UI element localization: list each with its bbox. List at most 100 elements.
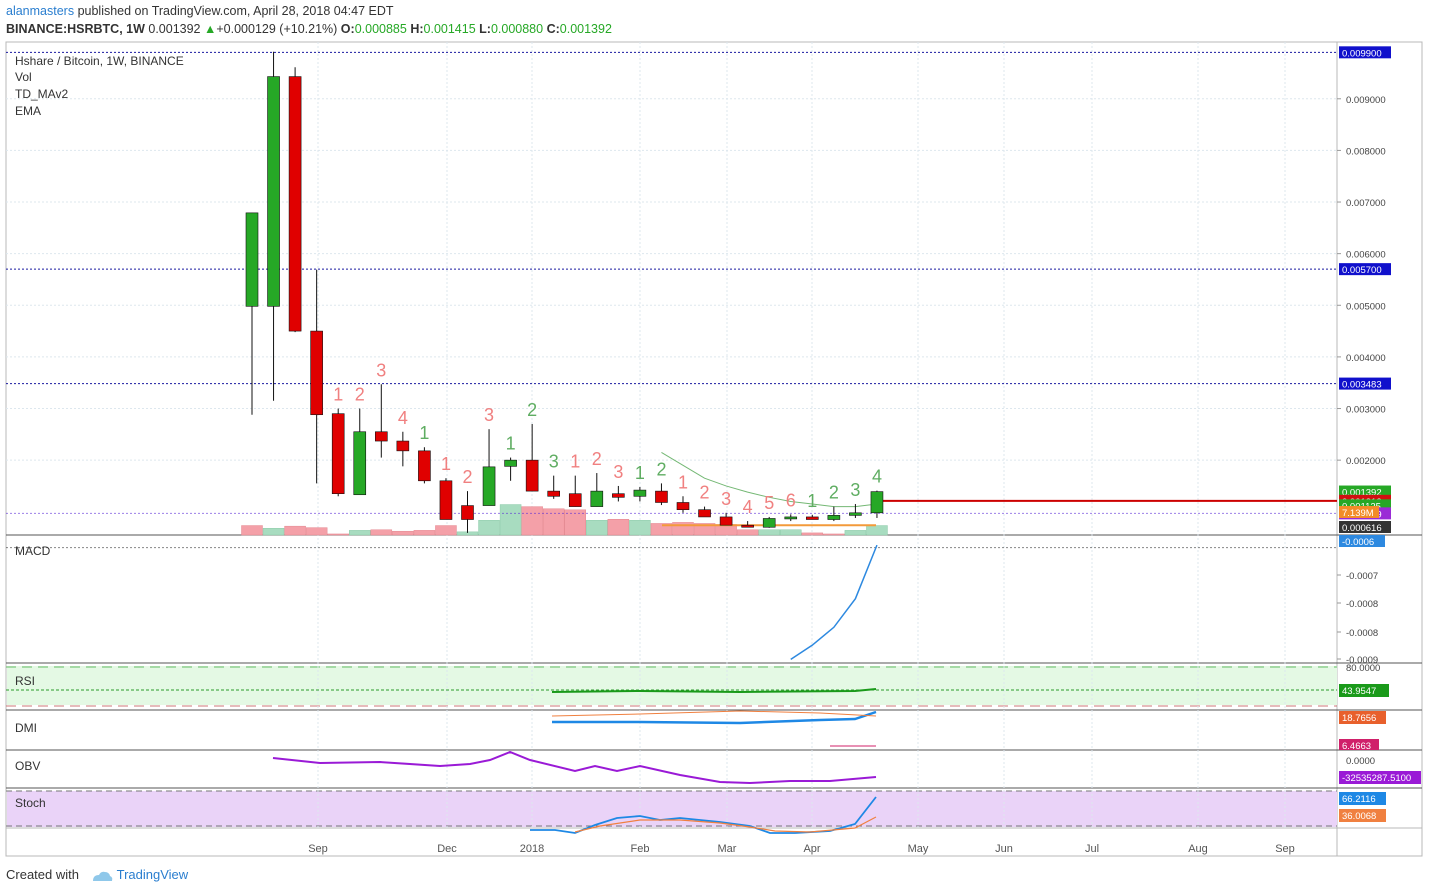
volume-bar (542, 508, 565, 536)
time-tick-label: Apr (803, 843, 820, 855)
volume-bar (586, 520, 608, 536)
td-count-label: 3 (549, 452, 559, 472)
candle (741, 521, 754, 528)
td-count-label: 1 (635, 463, 645, 483)
candle-body (762, 518, 776, 528)
candle-body (353, 431, 367, 496)
volume-bar (262, 528, 285, 536)
price-badge-label: 0.005700 (1342, 265, 1382, 276)
stoch-d-badge-bg (1339, 809, 1386, 822)
candle (245, 212, 259, 415)
candle-body (633, 489, 647, 497)
dmi-badge-bg (1339, 711, 1386, 724)
obv-title: OBV (15, 759, 40, 773)
volume-bar (284, 525, 306, 536)
volume-bar (305, 527, 328, 536)
candle-body (461, 505, 474, 520)
candle-body (870, 491, 884, 514)
macd-badge-label: -0.0006 (1342, 537, 1374, 548)
macd-line (790, 544, 878, 661)
volume-bar (564, 509, 586, 536)
candle-body (784, 516, 798, 520)
close-value: 0.001392 (559, 22, 612, 36)
candle-body (547, 490, 561, 497)
dmi-plus-line (551, 710, 877, 717)
time-tick-label: Dec (437, 843, 457, 855)
ohlc-header: BINANCE:HSRBTC, 1W 0.001392 ▲+0.000129 (… (6, 22, 612, 36)
high-label: H: (410, 22, 424, 36)
macd-title: MACD (15, 544, 51, 558)
dmi-adx-line (552, 710, 877, 725)
dmi-title: DMI (15, 721, 37, 735)
candle (396, 431, 410, 467)
price-tick-label: 0.003000 (1346, 405, 1386, 416)
publish-info: alanmasters published on TradingView.com… (6, 4, 394, 18)
td-count-label: 2 (700, 483, 710, 503)
indicator-legend-item: Vol (15, 70, 32, 84)
tradingview-link[interactable]: TradingView (116, 867, 189, 882)
candle-body (418, 450, 431, 482)
macd-tick-label: -0.0008 (1346, 599, 1378, 610)
candle (568, 475, 582, 507)
time-tick-label: May (908, 843, 929, 855)
td-count-label: 4 (398, 408, 408, 428)
td-count-label: 1 (441, 454, 451, 474)
macd-tick-label: -0.0009 (1346, 655, 1378, 666)
stoch-k-badge-label: 66.2116 (1342, 794, 1376, 805)
publish-text: published on TradingView.com, April 28, … (74, 4, 394, 18)
candle (870, 490, 884, 518)
volume-bar (478, 520, 500, 536)
tradingview-logo-icon (92, 871, 112, 881)
candle-body (805, 516, 819, 520)
candle (676, 496, 690, 513)
time-tick-label: 2018 (520, 843, 544, 855)
rsi-top-label: 80.0000 (1346, 663, 1380, 674)
close-label: C: (546, 22, 560, 36)
candle-body (676, 502, 690, 511)
candle (784, 514, 798, 522)
candle-body (267, 76, 280, 307)
candle (590, 473, 604, 507)
price-tick-label: 0.002000 (1346, 456, 1386, 467)
price-badge-label: 0.000616 (1342, 523, 1382, 534)
candle-body (504, 459, 517, 467)
td-count-label: 1 (807, 491, 817, 511)
price-badge-bg (1339, 263, 1391, 276)
high-value: 0.001415 (423, 22, 476, 36)
td-count-label: 1 (419, 423, 429, 443)
price-badge: 0.005700 (1339, 263, 1391, 276)
rsi-badge-label: 43.9547 (1342, 686, 1376, 697)
low-value: 0.000880 (490, 22, 544, 36)
td-count-label: 1 (678, 472, 688, 492)
macd-badge: -0.0006 (1339, 535, 1385, 548)
candle-body (374, 431, 388, 442)
dmi-minus-badge-bg (1339, 739, 1379, 750)
price-tick-label: 0.004000 (1346, 353, 1386, 364)
volume-bar (801, 532, 824, 536)
author-link[interactable]: alanmasters (6, 4, 75, 18)
td-count-label: 4 (872, 467, 882, 487)
last-price: 0.001392 (148, 22, 201, 36)
price-badge-label: 0.003483 (1342, 380, 1382, 391)
candle-body (525, 459, 539, 492)
rsi-badge: 43.9547 (1339, 684, 1389, 697)
candle (633, 486, 647, 502)
obv-line (272, 750, 877, 785)
candle-body (288, 76, 302, 332)
time-tick-label: Sep (1275, 843, 1295, 855)
td-count-label: 1 (570, 452, 580, 472)
td-count-label: 4 (743, 497, 753, 517)
dmi-badge: 18.7656 (1339, 711, 1386, 724)
candle (267, 51, 280, 401)
volume-bar (607, 519, 630, 536)
price-badge: 0.001392 (1339, 485, 1391, 499)
volume-bar (241, 525, 263, 536)
indicator-legend-item: EMA (15, 104, 41, 118)
candle-body (331, 413, 345, 495)
volume-bar (327, 533, 349, 536)
td-count-label: 3 (613, 462, 623, 482)
candle (762, 516, 776, 528)
candle (805, 514, 819, 520)
candle-body (568, 493, 582, 507)
